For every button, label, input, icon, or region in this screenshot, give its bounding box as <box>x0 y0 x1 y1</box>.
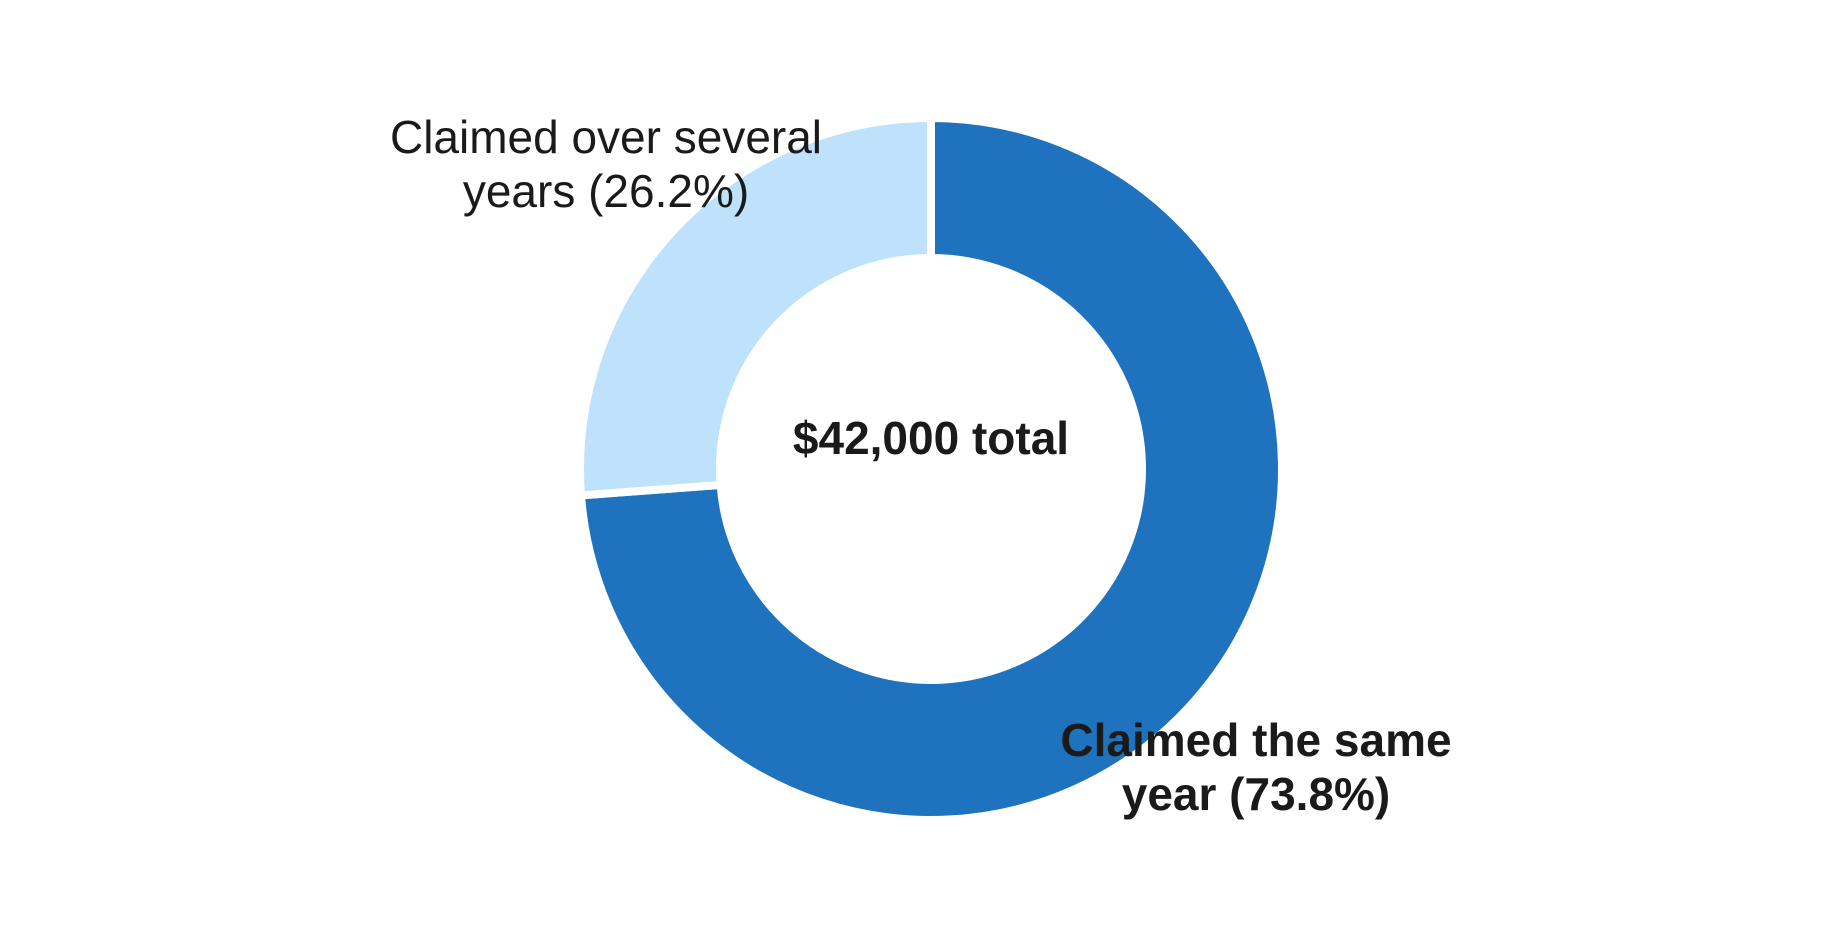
center-label: $42,000 total <box>792 412 1070 464</box>
donut-slice <box>576 113 1286 824</box>
slice-label: Claimed over several years (26.2%) <box>389 111 823 217</box>
donut-slice <box>576 113 935 500</box>
slice-label: Claimed the same year (73.8%) <box>1060 714 1452 820</box>
